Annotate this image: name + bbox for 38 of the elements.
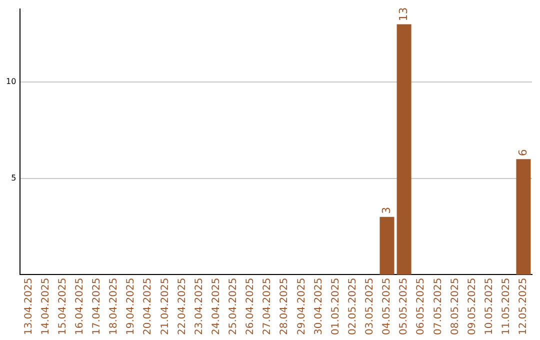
x-tick-label: 16.04.2025 [74, 278, 86, 336]
x-tick-label: 23.04.2025 [194, 278, 205, 336]
x-tick-label: 06.05.2025 [416, 278, 427, 336]
x-tick-label: 28.04.2025 [279, 278, 290, 336]
x-tick-label: 09.05.2025 [466, 278, 478, 336]
x-tick-label: 14.04.2025 [40, 278, 52, 336]
x-tick-label: 30.04.2025 [313, 278, 324, 336]
x-tick-label: 22.04.2025 [176, 278, 188, 336]
x-tick-label: 27.04.2025 [262, 278, 274, 336]
x-tick-label: 08.05.2025 [450, 278, 461, 336]
x-tick-label: 21.04.2025 [160, 278, 171, 336]
x-tick-label: 12.05.2025 [518, 278, 530, 336]
data-label: 3 [380, 206, 393, 214]
x-tick-label: 11.05.2025 [501, 278, 512, 336]
bar [516, 159, 531, 275]
bar [380, 216, 394, 275]
y-tick-label: 10 [6, 77, 16, 86]
x-tick-label: 10.05.2025 [484, 278, 495, 336]
x-tick-label: 17.04.2025 [92, 278, 103, 336]
x-tick-label: 03.05.2025 [364, 278, 376, 336]
x-tick-label: 05.05.2025 [398, 278, 410, 336]
x-tick-label: 01.05.2025 [330, 278, 342, 336]
x-tick-label: 25.04.2025 [228, 278, 240, 336]
x-tick-label: 20.04.2025 [142, 278, 154, 336]
x-tick-label: 24.04.2025 [210, 278, 222, 336]
x-tick-label: 18.04.2025 [108, 278, 120, 336]
x-tick-label: 07.05.2025 [432, 278, 444, 336]
x-tick-label: 02.05.2025 [347, 278, 358, 336]
x-tick-label: 13.04.2025 [23, 278, 34, 336]
x-tick-label: 04.05.2025 [382, 278, 393, 336]
x-tick-label: 26.04.2025 [245, 278, 256, 336]
x-tick-label: 19.04.2025 [126, 278, 137, 336]
data-label: 6 [516, 149, 530, 156]
x-tick-label: 15.04.2025 [57, 278, 68, 336]
data-label: 13 [396, 7, 410, 22]
y-tick-label: 5 [11, 173, 16, 182]
bar [396, 24, 412, 275]
x-tick-label: 29.04.2025 [296, 278, 308, 336]
